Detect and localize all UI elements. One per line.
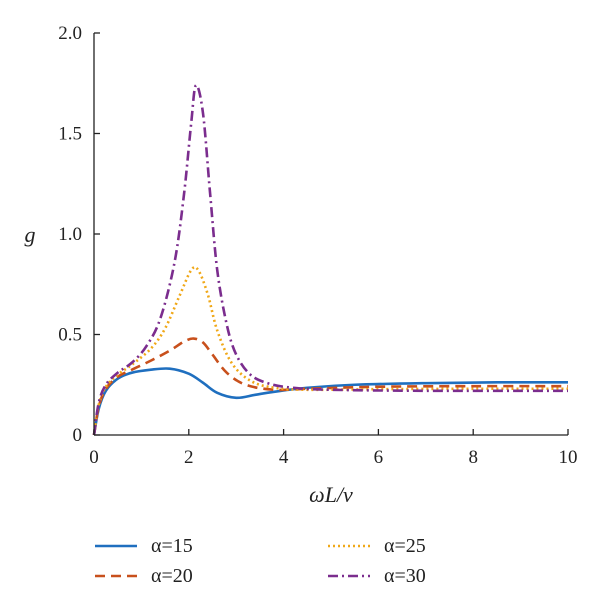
x-tick-label: 10: [559, 447, 578, 468]
x-tick-label: 2: [184, 447, 194, 468]
series-line-2: [92, 337, 569, 436]
series-line-3: [92, 265, 569, 436]
y-tick-label: 1.5: [58, 124, 82, 145]
y-tick-label: 2.0: [58, 23, 82, 44]
y-tick-label: 0: [73, 425, 83, 446]
series-line-1: [92, 367, 569, 436]
legend-label-2: α=20: [151, 565, 193, 587]
x-axis: 0 2 4 6 8 10: [89, 429, 578, 468]
y-tick-label: 1.0: [58, 224, 82, 245]
x-tick-label: 6: [374, 447, 384, 468]
y-tick-label: 0.5: [58, 325, 82, 346]
y-axis-label: g: [25, 222, 36, 247]
x-tick-label: 0: [89, 447, 99, 468]
x-axis-label: ωL/ν: [309, 482, 353, 507]
series-line-4: [92, 83, 569, 436]
series-layer: [92, 83, 569, 436]
legend: α=15 α=20 α=25 α=30: [95, 535, 426, 587]
legend-label-1: α=15: [151, 535, 193, 557]
legend-label-4: α=30: [384, 565, 426, 587]
y-axis: 0 0.5 1.0 1.5 2.0: [58, 23, 100, 446]
x-tick-label: 4: [279, 447, 289, 468]
legend-label-3: α=25: [384, 535, 426, 557]
x-tick-label: 8: [468, 447, 478, 468]
